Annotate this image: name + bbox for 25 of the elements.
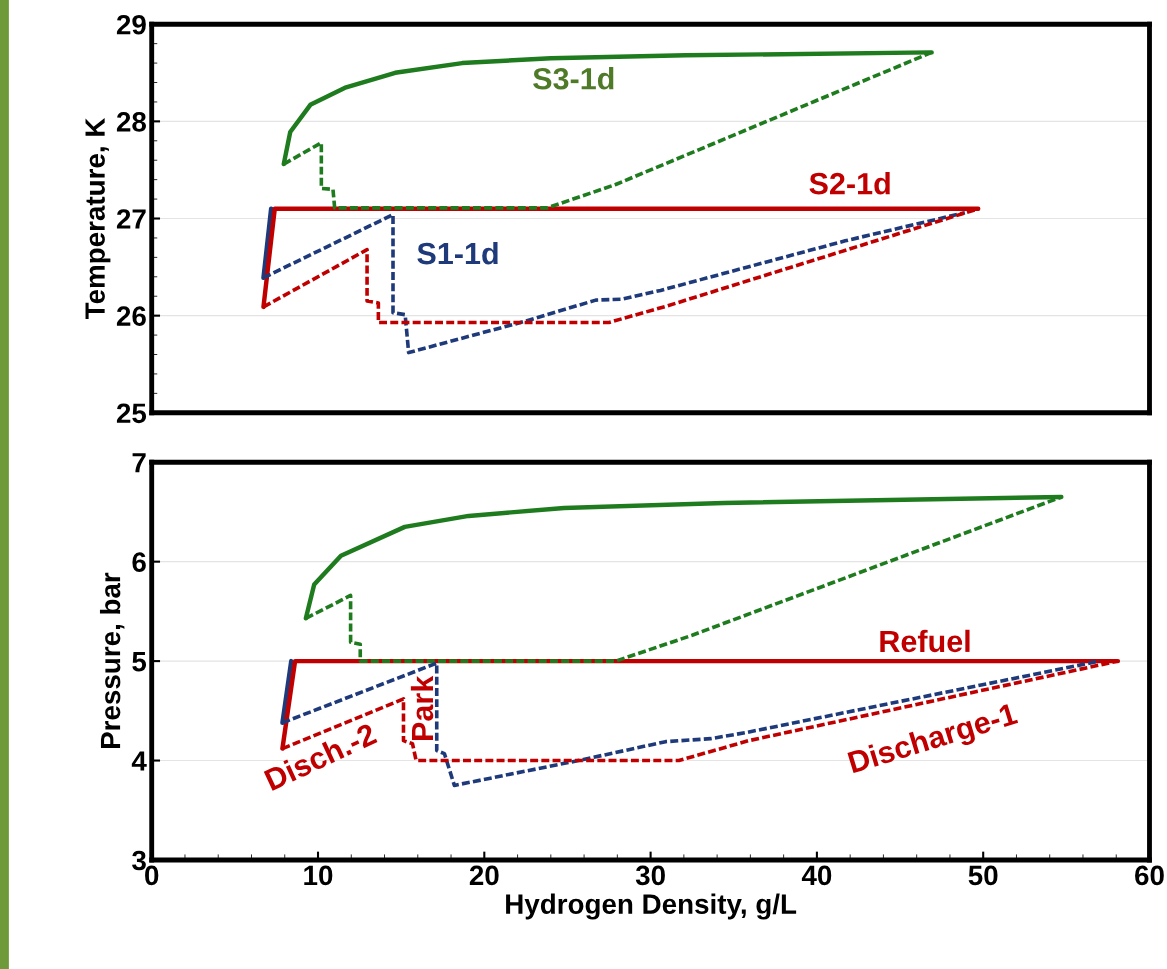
x-tick-label: 0 [145, 865, 159, 886]
annotation: Park [410, 675, 434, 740]
x-tick-label: 20 [469, 865, 499, 886]
y-tick-label: 4 [131, 751, 147, 771]
x-tick-label: 40 [801, 865, 832, 886]
y-axis-title: Pressure, bar [99, 572, 125, 749]
annotation: S2-1d [809, 172, 890, 195]
annotation: S1-1d [417, 241, 498, 265]
x-tick-label: 10 [304, 865, 333, 886]
x-axis-title: Hydrogen Density, g/L [506, 893, 797, 920]
y-tick-label: 27 [116, 209, 146, 229]
x-tick-label: 60 [1135, 865, 1164, 886]
annotation: S3-1d [533, 67, 614, 90]
y-tick-label: 7 [132, 453, 146, 473]
y-tick-label: 25 [116, 403, 147, 424]
annotation: Refuel [880, 629, 970, 653]
y-tick-label: 6 [132, 552, 146, 572]
y-tick-label: 29 [116, 14, 146, 35]
y-tick-label: 28 [116, 112, 146, 132]
y-tick-label: 26 [116, 306, 146, 326]
x-tick-label: 30 [635, 865, 665, 886]
y-tick-label: 5 [132, 652, 147, 672]
x-tick-label: 50 [968, 865, 998, 886]
y-axis-title: Temperature, K [85, 117, 111, 320]
y-tick-label: 3 [132, 850, 146, 871]
